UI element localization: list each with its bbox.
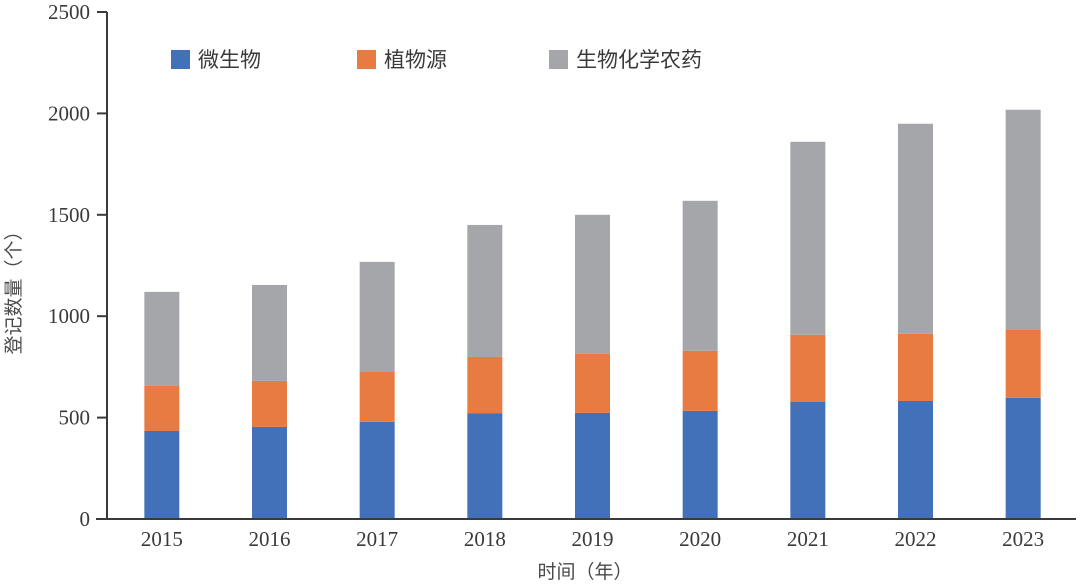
legend-label-biochemical: 生物化学农药 [576, 48, 702, 72]
x-tick-label: 2021 [787, 527, 829, 551]
x-tick-label: 2017 [356, 527, 398, 551]
bar-segment-botanical-2016 [252, 380, 287, 427]
legend-label-botanical: 植物源 [384, 48, 447, 72]
bar-segment-biochemical-2017 [359, 261, 395, 372]
bar-segment-botanical-2020 [682, 350, 718, 411]
bar-segment-biochemical-2022 [898, 123, 933, 334]
bar-segment-biochemical-2015 [144, 291, 180, 386]
bar-segment-botanical-2022 [898, 333, 933, 401]
bar-segment-microbial-2020 [682, 410, 718, 519]
bar-segment-biochemical-2023 [1005, 109, 1041, 330]
x-tick-label: 2015 [141, 527, 183, 551]
legend: 微生物 植物源 生物化学农药 [171, 48, 702, 72]
x-tick-label: 2022 [895, 527, 937, 551]
y-tick-label: 1500 [48, 203, 90, 227]
y-tick-label: 2000 [48, 101, 90, 125]
x-ticks: 2015 2016 2017 2018 2019 2020 2021 2022 2023 [141, 527, 1044, 551]
x-axis-title: 时间（年） [537, 561, 632, 583]
bar-segment-microbial-2022 [898, 400, 933, 519]
bar-segment-biochemical-2018 [467, 224, 503, 357]
bar-segment-microbial-2021 [790, 401, 826, 519]
y-tick-label: 2500 [48, 0, 90, 24]
bars-layer [144, 109, 1041, 519]
bar-segment-botanical-2023 [1005, 329, 1041, 398]
bar-segment-microbial-2016 [252, 426, 287, 519]
legend-swatch-botanical [357, 50, 376, 69]
bar-segment-botanical-2017 [359, 371, 395, 422]
bar-segment-microbial-2015 [144, 430, 180, 519]
legend-swatch-microbial [171, 50, 190, 69]
bar-segment-microbial-2019 [575, 412, 610, 519]
bar-segment-botanical-2021 [790, 334, 826, 402]
x-tick-label: 2018 [464, 527, 506, 551]
y-tick-label: 0 [80, 507, 91, 531]
legend-swatch-biochemical [549, 50, 568, 69]
bar-segment-biochemical-2019 [575, 214, 610, 354]
axes-layer [96, 12, 1076, 520]
bar-segment-biochemical-2021 [790, 141, 826, 335]
legend-label-microbial: 微生物 [198, 48, 261, 72]
bar-segment-biochemical-2020 [682, 200, 718, 351]
x-tick-label: 2019 [572, 527, 614, 551]
bar-segment-microbial-2017 [359, 421, 395, 519]
y-tick-label: 1000 [48, 304, 90, 328]
bar-segment-botanical-2019 [575, 353, 610, 413]
x-tick-label: 2020 [679, 527, 721, 551]
bar-segment-botanical-2018 [467, 356, 503, 414]
bar-segment-botanical-2015 [144, 385, 180, 431]
x-tick-label: 2016 [249, 527, 291, 551]
y-ticks: 0 500 1000 1500 2000 2500 [48, 0, 107, 531]
x-tick-label: 2023 [1002, 527, 1044, 551]
bar-segment-microbial-2018 [467, 413, 503, 519]
y-tick-label: 500 [59, 406, 91, 430]
y-axis-title: 登记数量（个） [3, 221, 25, 354]
bar-segment-microbial-2023 [1005, 397, 1041, 519]
bar-segment-biochemical-2016 [252, 284, 287, 381]
